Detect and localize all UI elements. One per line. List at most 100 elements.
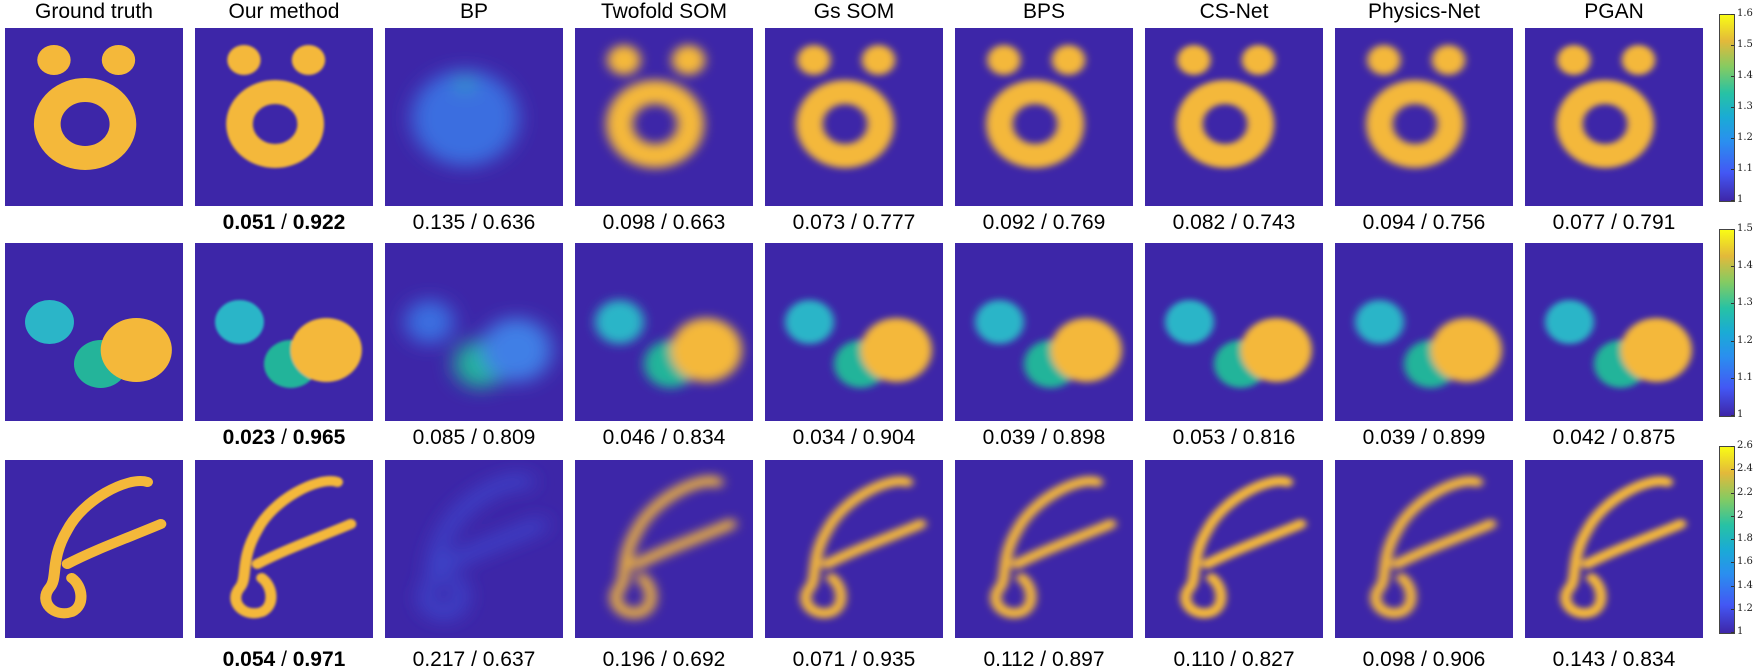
panel-r2-ground-truth: [5, 460, 183, 638]
column-title-8: PGAN: [1584, 0, 1644, 23]
column-title-4: Gs SOM: [813, 0, 895, 23]
colorbar-tick-label: 1.6: [1737, 8, 1753, 19]
colorbar-tick-mark: [1731, 76, 1734, 77]
colorbar-tick-label: 1.3: [1737, 101, 1753, 112]
metric-r0-c2: 0.135 / 0.636: [379, 211, 569, 235]
metric-r2-c2: 0.217 / 0.637: [379, 648, 569, 672]
reconstruction-image: [195, 243, 373, 421]
column-title-1: Our method: [228, 0, 340, 23]
metric-r0-c3: 0.098 / 0.663: [569, 211, 759, 235]
colorbar-tick-label: 2.4: [1737, 463, 1753, 475]
colorbar-tick-label: 2.6: [1737, 440, 1753, 451]
reconstruction-image: [385, 28, 563, 206]
reconstruction-image: [5, 460, 183, 638]
metric-b: 0.971: [292, 648, 346, 671]
column-title-5: BPS: [1022, 0, 1066, 23]
panel-r2-method-3: [575, 460, 753, 638]
metric-b: 0.636: [482, 211, 536, 234]
metric-separator: /: [655, 648, 673, 671]
colorbar-tick-mark: [1731, 515, 1734, 517]
metric-r2-c7: 0.098 / 0.906: [1329, 648, 1519, 672]
colorbar-tick-mark: [1731, 229, 1734, 230]
colorbar-tick-label: 2.2: [1737, 486, 1753, 498]
metric-a: 0.053: [1172, 426, 1226, 449]
colorbar-tick-mark: [1731, 340, 1734, 342]
reconstruction-image: [765, 460, 943, 638]
colorbar-row-2: [1719, 446, 1735, 634]
metric-a: 0.098: [602, 211, 656, 234]
colorbar-tick-label: 1: [1737, 409, 1744, 420]
reconstruction-image: [1145, 460, 1323, 638]
reconstruction-image: [1525, 243, 1703, 421]
metric-r2-c1: 0.054 / 0.971: [189, 648, 379, 672]
colorbar-tick-mark: [1731, 469, 1734, 471]
metric-separator: /: [845, 648, 863, 671]
reconstruction-image: [5, 28, 183, 206]
colorbar-tick-mark: [1731, 539, 1734, 540]
metric-a: 0.092: [982, 211, 1036, 234]
panel-r2-method-6: [1145, 460, 1323, 638]
panel-r1-method-3: [575, 243, 753, 421]
metric-b: 0.834: [1622, 648, 1676, 671]
metric-r0-c8: 0.077 / 0.791: [1519, 211, 1709, 235]
metric-a: 0.039: [1362, 426, 1416, 449]
colorbar-tick-label: 1: [1737, 626, 1744, 637]
colorbar-tick-label: 1.3: [1737, 297, 1753, 309]
column-title-7: Physics-Net: [1367, 0, 1481, 23]
metric-separator: /: [1605, 426, 1623, 449]
metric-r1-c4: 0.034 / 0.904: [759, 426, 949, 450]
metric-b: 0.791: [1622, 211, 1676, 234]
panel-r0-method-5: [955, 28, 1133, 206]
metric-a: 0.034: [792, 426, 846, 449]
metric-a: 0.094: [1362, 211, 1416, 234]
panel-r1-ground-truth: [5, 243, 183, 421]
reconstruction-image: [955, 460, 1133, 638]
colorbar-tick-label: 1.4: [1737, 260, 1753, 272]
metric-separator: /: [1035, 211, 1053, 234]
metric-a: 0.085: [412, 426, 466, 449]
reconstruction-image: [1145, 28, 1323, 206]
reconstruction-image: [575, 243, 753, 421]
panel-r0-method-4: [765, 28, 943, 206]
colorbar-tick-label: 1.4: [1737, 579, 1753, 591]
reconstruction-image: [955, 28, 1133, 206]
reconstruction-image: [765, 28, 943, 206]
metric-a: 0.046: [602, 426, 656, 449]
metric-b: 0.809: [482, 426, 536, 449]
metric-b: 0.897: [1051, 648, 1105, 671]
metric-b: 0.816: [1242, 426, 1296, 449]
metric-separator: /: [1034, 648, 1052, 671]
metric-separator: /: [1225, 426, 1243, 449]
reconstruction-image: [1335, 243, 1513, 421]
metric-separator: /: [275, 426, 293, 449]
metric-b: 0.834: [672, 426, 726, 449]
metric-separator: /: [465, 426, 483, 449]
metric-r0-c7: 0.094 / 0.756: [1329, 211, 1519, 235]
metric-separator: /: [1225, 211, 1243, 234]
panel-r0-method-1: [195, 28, 373, 206]
panel-r2-method-1: [195, 460, 373, 638]
panel-r2-method-5: [955, 460, 1133, 638]
metric-a: 0.042: [1552, 426, 1606, 449]
colorbar-tick-mark: [1731, 45, 1734, 46]
metric-a: 0.143: [1552, 648, 1606, 671]
metric-r0-c4: 0.073 / 0.777: [759, 211, 949, 235]
colorbar-tick-label: 1.1: [1737, 163, 1753, 174]
metric-separator: /: [275, 211, 293, 234]
column-title-3: Twofold SOM: [600, 0, 728, 23]
metric-a: 0.196: [602, 648, 656, 671]
colorbar-tick-mark: [1731, 266, 1734, 268]
colorbar-tick-mark: [1731, 303, 1734, 305]
metric-r2-c6: 0.110 / 0.827: [1139, 648, 1329, 672]
panel-r0-method-8: [1525, 28, 1703, 206]
colorbar-tick-label: 1.5: [1737, 223, 1753, 234]
panel-r1-method-8: [1525, 243, 1703, 421]
metric-separator: /: [845, 426, 863, 449]
metric-b: 0.906: [1432, 648, 1486, 671]
metric-b: 0.637: [482, 648, 536, 671]
panel-r0-method-7: [1335, 28, 1513, 206]
metric-b: 0.898: [1052, 426, 1106, 449]
metric-separator: /: [275, 648, 293, 671]
reconstruction-image: [1335, 28, 1513, 206]
colorbar-tick-label: 1.1: [1737, 371, 1753, 383]
